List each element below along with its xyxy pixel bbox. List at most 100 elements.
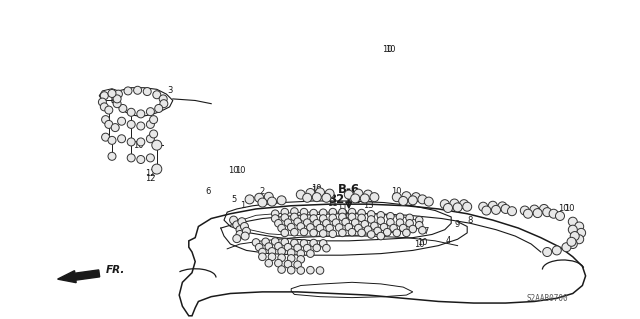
Circle shape	[108, 136, 116, 145]
Circle shape	[543, 248, 552, 256]
Circle shape	[399, 197, 408, 205]
Circle shape	[319, 230, 327, 237]
Circle shape	[155, 104, 163, 113]
Circle shape	[127, 120, 135, 129]
Circle shape	[355, 224, 362, 232]
Text: 10: 10	[312, 186, 322, 195]
Circle shape	[498, 202, 507, 211]
Circle shape	[271, 215, 279, 222]
Circle shape	[358, 229, 365, 237]
Circle shape	[374, 227, 381, 235]
Circle shape	[390, 224, 397, 232]
Circle shape	[319, 209, 327, 217]
Circle shape	[313, 244, 321, 252]
Circle shape	[275, 242, 282, 250]
Text: 3: 3	[167, 86, 172, 95]
Circle shape	[259, 253, 266, 261]
Circle shape	[488, 201, 497, 210]
Circle shape	[393, 229, 401, 237]
Circle shape	[284, 243, 292, 251]
Circle shape	[134, 86, 141, 94]
Circle shape	[255, 243, 263, 251]
Circle shape	[233, 234, 241, 243]
Circle shape	[501, 204, 510, 213]
Circle shape	[364, 190, 372, 199]
Circle shape	[137, 155, 145, 164]
Circle shape	[325, 189, 334, 198]
Circle shape	[265, 243, 273, 250]
Circle shape	[105, 106, 113, 114]
Circle shape	[278, 224, 285, 232]
Circle shape	[281, 208, 289, 216]
Circle shape	[159, 95, 167, 103]
Circle shape	[313, 219, 321, 227]
Text: 12: 12	[145, 169, 156, 178]
Circle shape	[297, 223, 305, 230]
Circle shape	[408, 196, 417, 205]
Circle shape	[367, 211, 375, 218]
Circle shape	[345, 223, 353, 231]
Circle shape	[252, 239, 260, 246]
Text: 13: 13	[363, 201, 373, 210]
Circle shape	[403, 229, 410, 237]
Circle shape	[278, 266, 285, 273]
Circle shape	[370, 193, 379, 202]
Text: 10: 10	[228, 166, 239, 175]
Circle shape	[118, 135, 125, 143]
Circle shape	[300, 240, 308, 247]
Text: S2AAB0700: S2AAB0700	[526, 294, 568, 303]
Circle shape	[418, 195, 427, 204]
Circle shape	[351, 219, 359, 226]
Circle shape	[479, 202, 488, 211]
Circle shape	[310, 209, 317, 217]
Circle shape	[108, 152, 116, 160]
Circle shape	[326, 224, 333, 232]
Circle shape	[100, 103, 108, 111]
Text: 10: 10	[414, 240, 424, 249]
Circle shape	[450, 199, 459, 208]
Circle shape	[255, 193, 264, 202]
Circle shape	[105, 120, 113, 129]
Circle shape	[415, 221, 423, 229]
Circle shape	[284, 260, 292, 268]
Circle shape	[147, 120, 154, 129]
Circle shape	[238, 218, 246, 226]
Circle shape	[287, 223, 295, 231]
Text: 8: 8	[468, 216, 473, 225]
Circle shape	[577, 228, 586, 237]
Circle shape	[284, 219, 292, 226]
Circle shape	[102, 115, 109, 124]
Text: 11: 11	[337, 204, 348, 213]
Circle shape	[143, 87, 151, 96]
Text: 2: 2	[260, 187, 265, 196]
Circle shape	[310, 239, 317, 247]
Text: 10: 10	[134, 141, 144, 150]
Circle shape	[271, 210, 279, 218]
Circle shape	[268, 197, 276, 206]
Text: 10: 10	[312, 184, 322, 193]
Circle shape	[399, 224, 407, 232]
Circle shape	[259, 248, 266, 256]
Circle shape	[243, 227, 250, 235]
Circle shape	[287, 266, 295, 274]
Circle shape	[540, 204, 548, 213]
Circle shape	[268, 248, 276, 255]
Circle shape	[319, 215, 327, 222]
Circle shape	[339, 229, 346, 237]
Circle shape	[281, 238, 289, 246]
Circle shape	[127, 154, 135, 162]
Circle shape	[310, 215, 317, 222]
Circle shape	[113, 100, 121, 108]
Circle shape	[264, 192, 273, 201]
Circle shape	[258, 198, 267, 207]
Circle shape	[316, 188, 324, 197]
Circle shape	[152, 140, 162, 150]
Circle shape	[307, 250, 314, 257]
Circle shape	[322, 193, 331, 202]
Circle shape	[102, 133, 109, 141]
Circle shape	[287, 249, 295, 256]
Circle shape	[119, 104, 127, 113]
Circle shape	[361, 220, 369, 228]
Circle shape	[552, 246, 561, 255]
Circle shape	[424, 197, 433, 206]
